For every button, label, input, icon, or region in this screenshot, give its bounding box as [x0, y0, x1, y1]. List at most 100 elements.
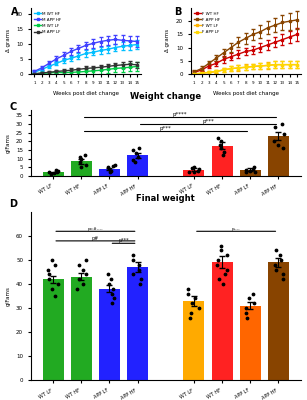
Point: [221, 262, 226, 268]
Point: [279, 142, 284, 148]
Title: Weight change: Weight change: [130, 92, 201, 101]
Point: [50, 281, 55, 287]
Point: [50, 168, 55, 175]
Point: [83, 152, 88, 158]
Legend: F WT HF, F APP HF, F WT LF, F APP LF: F WT HF, F APP HF, F WT LF, F APP LF: [193, 10, 222, 36]
Text: p#: p#: [92, 236, 99, 241]
Point: [78, 281, 83, 287]
Point: [221, 242, 226, 249]
Point: [107, 168, 112, 174]
Point: [223, 257, 227, 263]
Text: p***: p***: [118, 238, 129, 243]
Point: [52, 168, 56, 174]
Point: [49, 257, 54, 263]
Point: [132, 271, 137, 278]
Point: [78, 162, 83, 169]
Point: [224, 134, 229, 141]
Bar: [43, 279, 64, 380]
Point: [188, 168, 193, 175]
Point: [52, 293, 57, 299]
Point: [102, 163, 107, 170]
Point: [251, 169, 255, 176]
Point: [223, 145, 228, 151]
Point: [84, 262, 89, 268]
Point: [225, 138, 230, 144]
Text: p----: p----: [232, 227, 240, 231]
Point: [275, 252, 280, 258]
Point: [46, 262, 51, 268]
Bar: [127, 267, 148, 380]
Point: [215, 252, 220, 258]
Bar: [183, 170, 204, 176]
Title: Final weight: Final weight: [136, 194, 195, 203]
Point: [81, 154, 86, 160]
Y-axis label: Δ grams: Δ grams: [6, 29, 10, 52]
Point: [192, 314, 197, 321]
Bar: [71, 161, 92, 176]
Point: [190, 286, 195, 292]
Point: [249, 305, 254, 311]
Point: [273, 266, 278, 273]
Point: [245, 167, 250, 173]
Point: [215, 152, 220, 158]
Bar: [99, 169, 120, 176]
Point: [80, 164, 85, 170]
Point: [107, 300, 112, 306]
Point: [135, 262, 140, 268]
Point: [51, 271, 56, 278]
Point: [107, 290, 112, 297]
Point: [108, 295, 113, 302]
Y-axis label: Δ grams: Δ grams: [165, 29, 170, 52]
Y-axis label: g/Fams: g/Fams: [6, 133, 10, 153]
Point: [243, 290, 248, 297]
Legend: M WT HF, M APP HF, M WT LF, M APP LF: M WT HF, M APP HF, M WT LF, M APP LF: [33, 10, 63, 36]
Point: [220, 247, 225, 254]
Point: [131, 157, 136, 164]
Point: [216, 148, 221, 155]
Bar: [240, 306, 261, 380]
Point: [134, 150, 138, 156]
Point: [186, 168, 191, 174]
Point: [49, 286, 54, 292]
Text: B: B: [174, 7, 181, 17]
Point: [103, 281, 108, 287]
Point: [138, 154, 143, 160]
Point: [243, 295, 248, 302]
Bar: [43, 172, 64, 176]
Point: [110, 276, 115, 282]
Text: p=#----: p=#----: [87, 227, 103, 231]
Point: [249, 314, 254, 321]
Text: p***: p***: [160, 126, 172, 131]
X-axis label: Weeks post diet change: Weeks post diet change: [213, 91, 279, 96]
Point: [244, 168, 249, 174]
Point: [139, 147, 144, 153]
Point: [131, 145, 136, 151]
Point: [107, 168, 112, 175]
Point: [246, 168, 251, 175]
Point: [271, 124, 276, 130]
Point: [112, 164, 117, 170]
Bar: [99, 289, 120, 380]
Point: [276, 131, 281, 138]
Point: [245, 166, 250, 172]
Point: [194, 290, 199, 297]
Point: [103, 166, 108, 172]
Point: [192, 295, 196, 302]
Point: [51, 266, 56, 273]
Point: [245, 310, 250, 316]
Point: [76, 155, 81, 162]
Bar: [127, 155, 148, 176]
Text: D: D: [9, 199, 17, 209]
Point: [107, 271, 112, 278]
Point: [108, 286, 113, 292]
Point: [273, 247, 278, 254]
Point: [271, 276, 276, 282]
Point: [272, 121, 277, 127]
Y-axis label: g/Fams: g/Fams: [6, 286, 10, 306]
Bar: [212, 262, 233, 380]
Point: [192, 165, 196, 171]
Point: [187, 300, 192, 306]
Point: [82, 159, 87, 165]
Point: [137, 159, 142, 165]
X-axis label: Weeks post diet change: Weeks post diet change: [53, 91, 119, 96]
